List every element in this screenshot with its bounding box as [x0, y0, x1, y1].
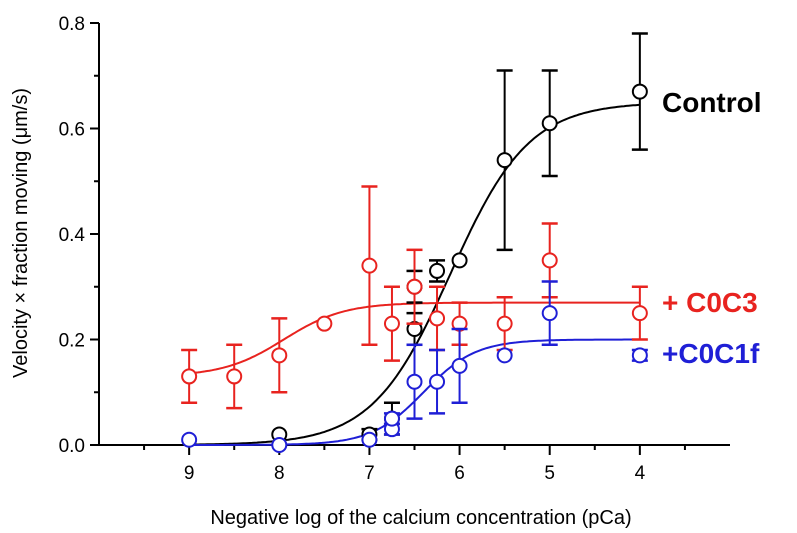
- data-point-c0c1f: [541, 280, 558, 347]
- marker: [496, 347, 513, 364]
- data-points: [181, 32, 648, 453]
- series-label-c0c3: + C0C3: [662, 287, 758, 318]
- data-point-control: [496, 69, 513, 252]
- marker: [383, 315, 400, 332]
- marker: [429, 262, 446, 279]
- marker: [181, 368, 198, 385]
- y-tick-label: 0.8: [59, 14, 85, 35]
- marker: [631, 347, 648, 364]
- data-point-c0c3: [271, 317, 288, 394]
- marker: [406, 278, 423, 295]
- data-point-c0c3: [383, 285, 400, 362]
- data-point-c0c1f: [181, 431, 198, 448]
- marker: [429, 310, 446, 327]
- marker: [631, 305, 648, 322]
- marker: [226, 368, 243, 385]
- data-point-c0c3: [226, 343, 243, 410]
- data-point-control: [429, 259, 446, 283]
- x-tick-label: 8: [274, 463, 285, 484]
- series-labels: Control + C0C3 +C0C1f: [662, 87, 762, 369]
- data-point-c0c3: [496, 296, 513, 352]
- data-point-c0c3: [631, 285, 648, 341]
- x-tick-label: 4: [635, 463, 646, 484]
- data-point-c0c3: [316, 315, 333, 332]
- y-ticks: 0.0 0.2 0.4 0.6 0.8: [59, 14, 99, 457]
- data-point-c0c3: [361, 185, 378, 347]
- y-tick-label: 0.4: [59, 225, 86, 246]
- data-point-c0c1f: [496, 347, 513, 364]
- series-label-c0c1f: +C0C1f: [662, 338, 760, 369]
- x-tick-label: 5: [544, 463, 555, 484]
- data-point-c0c1f: [406, 343, 423, 420]
- marker: [451, 357, 468, 374]
- data-point-control: [541, 69, 558, 178]
- data-point-c0c1f: [361, 431, 378, 448]
- y-axis-title: Velocity × fraction moving (μm/s): [10, 88, 32, 378]
- marker: [383, 410, 400, 427]
- marker: [361, 431, 378, 448]
- data-point-c0c1f: [429, 348, 446, 415]
- marker: [271, 437, 288, 453]
- data-point-control: [451, 252, 468, 269]
- data-point-c0c3: [429, 285, 446, 352]
- data-point-c0c1f: [631, 347, 648, 364]
- marker: [181, 431, 198, 448]
- marker: [271, 347, 288, 364]
- marker: [541, 115, 558, 132]
- y-tick-label: 0.0: [59, 436, 85, 457]
- marker: [541, 305, 558, 322]
- marker: [631, 83, 648, 100]
- marker: [496, 152, 513, 169]
- data-point-c0c1f: [383, 410, 400, 427]
- marker: [316, 315, 333, 332]
- data-point-c0c3: [406, 248, 423, 325]
- x-tick-label: 7: [364, 463, 375, 484]
- marker: [496, 315, 513, 332]
- x-tick-label: 9: [184, 463, 195, 484]
- series-label-control: Control: [662, 87, 762, 118]
- marker: [406, 373, 423, 390]
- data-point-c0c1f: [451, 327, 468, 405]
- data-point-c0c3: [181, 348, 198, 405]
- data-point-c0c1f: [271, 437, 288, 453]
- x-axis-title: Negative log of the calcium concentratio…: [210, 507, 631, 529]
- y-tick-label: 0.2: [59, 331, 85, 352]
- x-ticks: 9 8 7 6 5 4: [143, 445, 686, 484]
- y-tick-label: 0.6: [59, 120, 85, 141]
- marker: [361, 257, 378, 274]
- marker: [541, 252, 558, 269]
- data-point-control: [631, 32, 648, 151]
- x-tick-label: 6: [454, 463, 465, 484]
- marker: [451, 252, 468, 269]
- marker: [429, 373, 446, 390]
